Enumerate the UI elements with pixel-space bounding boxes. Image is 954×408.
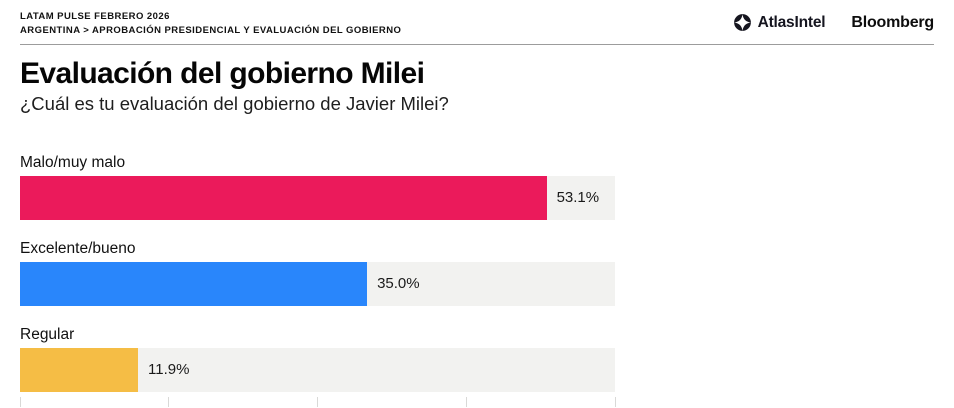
kicker-line-2: ARGENTINA > APROBACIÓN PRESIDENCIAL Y EV…	[20, 24, 402, 36]
bar-category-label: Excelente/bueno	[20, 240, 136, 257]
atlasintel-wordmark: AtlasIntel	[757, 13, 826, 31]
breadcrumb: LATAM PULSE FEBRERO 2026 ARGENTINA > APR…	[20, 10, 401, 37]
bar-chart-rows: Malo/muy malo 53.1% Excelente/bueno 35.0% Re…	[20, 154, 615, 392]
bar-value-label: 53.1%	[556, 189, 600, 206]
atlasintel-logo: AtlasIntel	[733, 13, 826, 32]
bar-category-label: Regular	[20, 326, 75, 343]
bar-fill	[20, 348, 138, 392]
axis-tick	[19, 397, 21, 407]
axis-ticks	[19, 397, 616, 407]
bar-value-label: 11.9%	[148, 361, 190, 378]
page-header: LATAM PULSE FEBRERO 2026 ARGENTINA > APR…	[20, 0, 934, 45]
axis-tick	[168, 397, 170, 407]
page-title: Evaluación del gobierno Milei	[20, 57, 425, 90]
bar-track: 53.1%	[20, 176, 615, 220]
axis-tick	[614, 397, 616, 407]
bloomberg-wordmark: Bloomberg	[851, 13, 934, 31]
kicker-line-1: LATAM PULSE FEBRERO 2026	[20, 11, 170, 22]
bar-track: 11.9%	[20, 348, 615, 392]
bar-row: Malo/muy malo 53.1%	[20, 154, 615, 220]
axis-tick	[465, 397, 467, 407]
brand-logos: AtlasIntel Bloomberg	[733, 13, 934, 32]
bar-row: Regular 11.9%	[20, 326, 615, 392]
page-subtitle: ¿Cuál es tu evaluación del gobierno de J…	[20, 93, 449, 114]
bar-fill	[20, 176, 547, 220]
bar-row: Excelente/bueno 35.0%	[20, 240, 615, 306]
bar-value-label: 35.0%	[377, 275, 420, 292]
atlasintel-compass-icon	[733, 13, 752, 32]
bar-category-label: Malo/muy malo	[20, 154, 126, 171]
bar-fill	[20, 262, 368, 306]
bar-chart: Malo/muy malo 53.1% Excelente/bueno 35.0% Re…	[19, 154, 616, 407]
axis-tick	[317, 397, 318, 407]
bar-track: 35.0%	[20, 262, 615, 306]
